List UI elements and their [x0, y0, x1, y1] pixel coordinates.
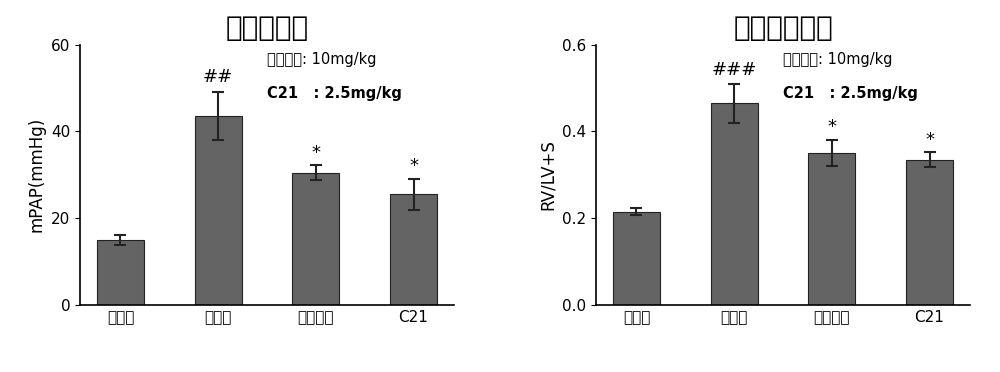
- Bar: [97, 240, 144, 305]
- Text: *: *: [311, 144, 320, 162]
- Bar: [390, 194, 437, 305]
- Bar: [613, 212, 660, 305]
- Bar: [292, 173, 339, 305]
- Title: 肺动脉压力: 肺动脉压力: [225, 14, 309, 42]
- Title: 右心肥厚指数: 右心肥厚指数: [733, 14, 833, 42]
- Y-axis label: mPAP(mmHg): mPAP(mmHg): [27, 117, 45, 232]
- Text: *: *: [925, 131, 934, 149]
- Text: ###: ###: [711, 61, 757, 79]
- Text: 西地那非: 10mg/kg: 西地那非: 10mg/kg: [783, 52, 893, 67]
- Text: C21   : 2.5mg/kg: C21 : 2.5mg/kg: [783, 86, 918, 101]
- Text: *: *: [827, 118, 836, 136]
- Text: 西地那非: 10mg/kg: 西地那非: 10mg/kg: [267, 52, 376, 67]
- Bar: [906, 160, 953, 305]
- Y-axis label: RV/LV+S: RV/LV+S: [539, 140, 557, 210]
- Bar: [808, 153, 855, 305]
- Text: C21   : 2.5mg/kg: C21 : 2.5mg/kg: [267, 86, 402, 101]
- Text: *: *: [409, 157, 418, 175]
- Bar: [711, 103, 758, 305]
- Bar: [195, 116, 242, 305]
- Text: ##: ##: [203, 68, 233, 86]
